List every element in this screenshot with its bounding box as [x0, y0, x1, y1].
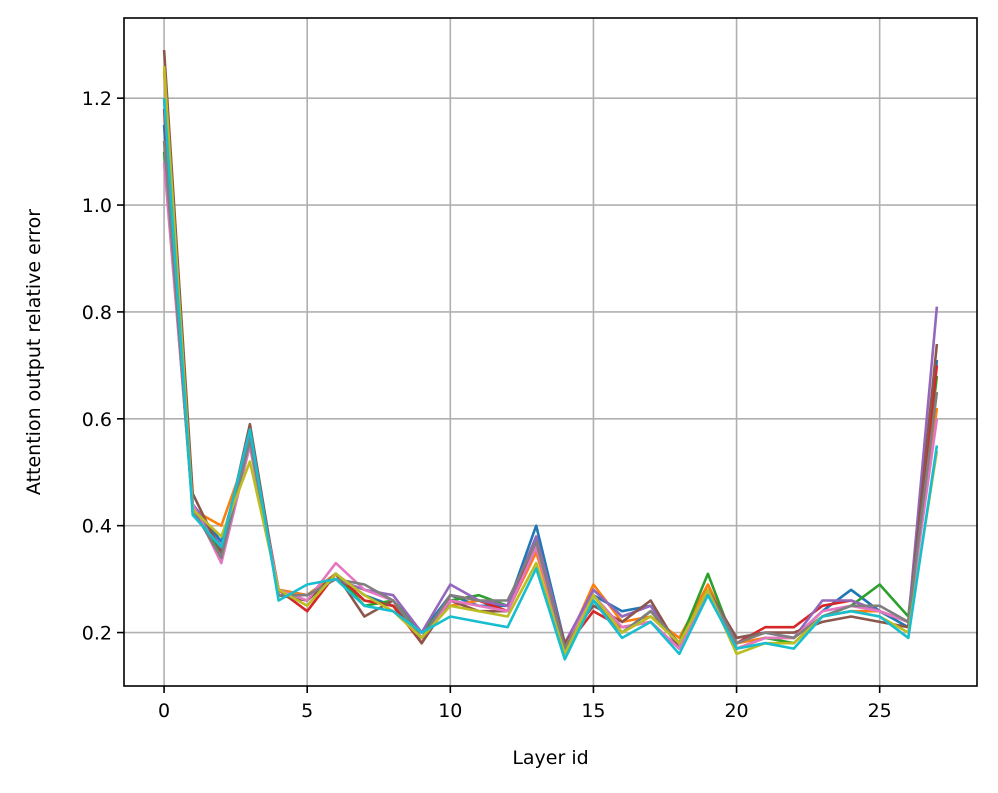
- x-tick-label: 5: [301, 700, 313, 722]
- y-tick-label: 0.4: [82, 516, 112, 538]
- x-axis: 0 5 10 15 20 25: [158, 686, 892, 722]
- y-axis-label: Attention output relative error: [23, 209, 45, 495]
- y-tick-label: 1.2: [82, 88, 112, 110]
- x-tick-label: 15: [581, 700, 605, 722]
- plot-frame: [123, 17, 978, 687]
- x-axis-label: Layer id: [512, 747, 588, 769]
- y-tick-label: 0.8: [82, 302, 112, 324]
- y-tick-label: 0.2: [82, 623, 112, 645]
- x-tick-label: 20: [724, 700, 748, 722]
- series-line-9: [162, 66, 939, 656]
- series-lines: [162, 50, 939, 661]
- x-tick-label: 25: [868, 700, 892, 722]
- y-tick-label: 1.0: [82, 195, 112, 217]
- series-line-8: [162, 140, 939, 650]
- y-tick-label: 0.6: [82, 409, 112, 431]
- x-tick-label: 10: [438, 700, 462, 722]
- y-axis: 0.2 0.4 0.6 0.8 1.0 1.2: [82, 88, 124, 645]
- x-tick-label: 0: [158, 700, 170, 722]
- grid: [124, 18, 977, 686]
- series-line-10: [162, 98, 939, 661]
